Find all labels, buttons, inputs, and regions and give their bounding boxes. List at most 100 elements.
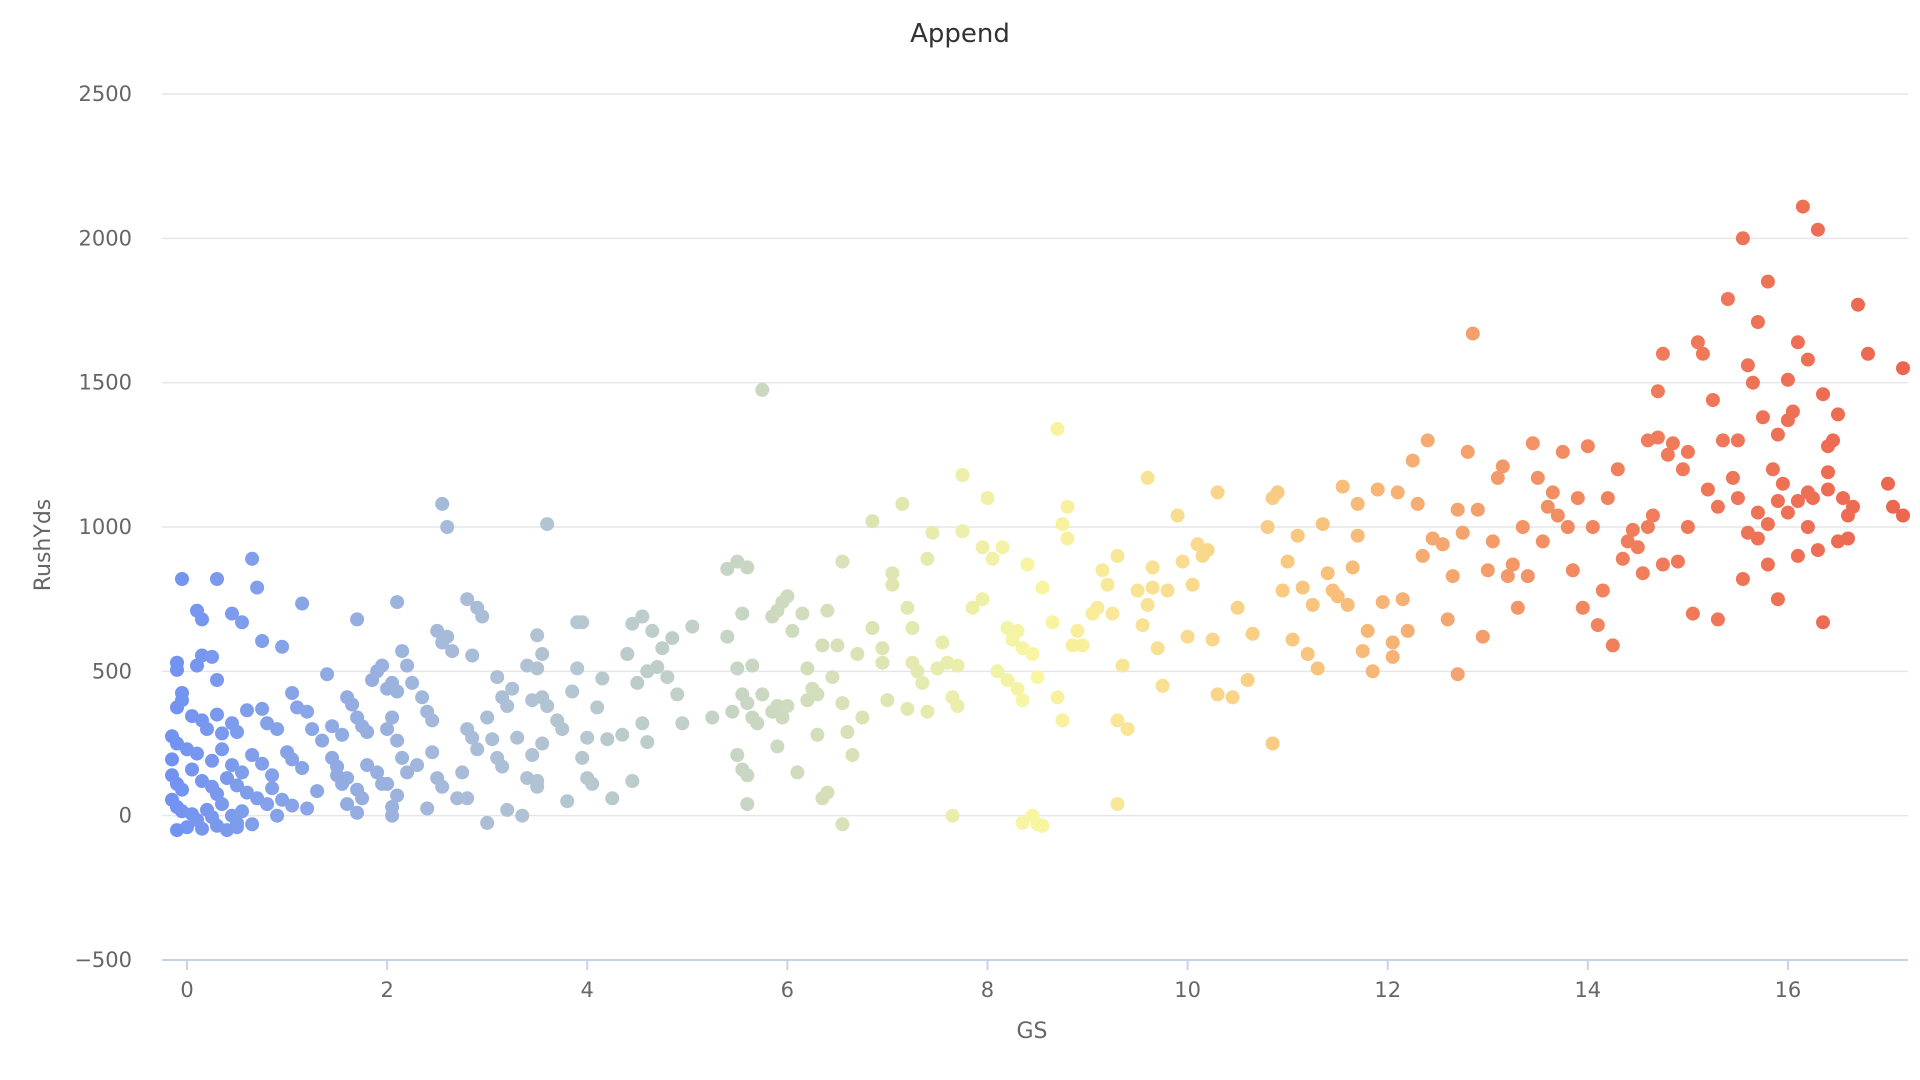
data-point[interactable] xyxy=(1350,496,1365,511)
data-point[interactable] xyxy=(950,658,965,673)
data-point[interactable] xyxy=(620,647,635,661)
data-point[interactable] xyxy=(1200,543,1215,558)
data-point[interactable] xyxy=(535,736,550,751)
data-point[interactable] xyxy=(1185,577,1200,592)
data-point[interactable] xyxy=(1725,470,1740,485)
data-point[interactable] xyxy=(1340,597,1355,612)
data-point[interactable] xyxy=(1405,453,1420,468)
data-point[interactable] xyxy=(825,670,840,685)
data-point[interactable] xyxy=(585,776,600,791)
data-point[interactable] xyxy=(1020,557,1035,572)
data-point[interactable] xyxy=(975,540,990,555)
data-point[interactable] xyxy=(205,753,219,768)
data-point[interactable] xyxy=(265,781,280,796)
data-point[interactable] xyxy=(820,785,835,800)
data-point[interactable] xyxy=(1505,557,1520,572)
data-point[interactable] xyxy=(465,648,480,663)
data-point[interactable] xyxy=(675,716,690,731)
data-point[interactable] xyxy=(1600,491,1615,506)
data-point[interactable] xyxy=(740,696,755,711)
data-point[interactable] xyxy=(275,639,290,654)
data-point[interactable] xyxy=(195,612,209,627)
data-point[interactable] xyxy=(1810,222,1825,237)
data-point[interactable] xyxy=(335,727,350,742)
data-point[interactable] xyxy=(660,670,675,685)
data-point[interactable] xyxy=(920,551,935,566)
data-point[interactable] xyxy=(1640,520,1655,534)
data-point[interactable] xyxy=(385,710,400,725)
data-point[interactable] xyxy=(1110,548,1125,563)
data-point[interactable] xyxy=(165,752,179,767)
data-point[interactable] xyxy=(1605,638,1620,653)
data-point[interactable] xyxy=(575,615,590,630)
data-point[interactable] xyxy=(900,600,915,615)
data-point[interactable] xyxy=(1881,476,1895,491)
data-point[interactable] xyxy=(1410,496,1425,511)
data-point[interactable] xyxy=(1225,690,1240,705)
data-point[interactable] xyxy=(1836,491,1850,506)
data-point[interactable] xyxy=(480,710,495,725)
data-point[interactable] xyxy=(1270,485,1285,500)
data-point[interactable] xyxy=(525,748,540,762)
data-point[interactable] xyxy=(1510,600,1525,615)
data-point[interactable] xyxy=(395,750,410,765)
data-point[interactable] xyxy=(855,710,870,725)
data-point[interactable] xyxy=(615,727,630,742)
data-point[interactable] xyxy=(1205,632,1220,647)
data-point[interactable] xyxy=(1760,557,1775,572)
data-point[interactable] xyxy=(500,802,515,817)
data-point[interactable] xyxy=(735,606,750,621)
data-point[interactable] xyxy=(210,673,224,687)
data-point[interactable] xyxy=(1655,557,1670,572)
data-point[interactable] xyxy=(190,658,204,673)
data-point[interactable] xyxy=(900,701,915,716)
data-point[interactable] xyxy=(1180,629,1195,644)
data-point[interactable] xyxy=(205,649,219,664)
data-point[interactable] xyxy=(1750,531,1765,546)
data-point[interactable] xyxy=(195,821,209,836)
data-point[interactable] xyxy=(390,684,405,699)
data-point[interactable] xyxy=(380,776,395,791)
data-point[interactable] xyxy=(1480,563,1495,578)
data-point[interactable] xyxy=(1740,358,1755,373)
data-point[interactable] xyxy=(400,658,415,673)
data-point[interactable] xyxy=(895,496,910,511)
data-point[interactable] xyxy=(1310,661,1325,676)
data-point[interactable] xyxy=(355,791,370,806)
data-point[interactable] xyxy=(795,606,810,621)
data-point[interactable] xyxy=(1540,499,1555,514)
data-point[interactable] xyxy=(955,524,970,539)
data-point[interactable] xyxy=(740,560,755,575)
data-point[interactable] xyxy=(625,774,640,788)
data-point[interactable] xyxy=(740,797,755,812)
data-point[interactable] xyxy=(875,641,890,656)
data-point[interactable] xyxy=(995,540,1010,555)
data-point[interactable] xyxy=(235,804,249,819)
data-point[interactable] xyxy=(310,784,325,799)
data-point[interactable] xyxy=(1050,690,1065,705)
data-point[interactable] xyxy=(1485,534,1500,549)
data-point[interactable] xyxy=(1745,375,1760,390)
data-point[interactable] xyxy=(1816,387,1830,402)
data-point[interactable] xyxy=(185,762,199,777)
data-point[interactable] xyxy=(480,815,495,830)
data-point[interactable] xyxy=(200,722,214,737)
data-point[interactable] xyxy=(580,730,595,745)
data-point[interactable] xyxy=(460,592,475,607)
data-point[interactable] xyxy=(1735,572,1750,586)
data-point[interactable] xyxy=(1335,479,1350,494)
data-point[interactable] xyxy=(1700,482,1715,497)
data-point[interactable] xyxy=(225,758,239,773)
data-point[interactable] xyxy=(340,797,355,812)
data-point[interactable] xyxy=(975,592,990,607)
data-point[interactable] xyxy=(1780,505,1795,520)
data-point[interactable] xyxy=(980,491,995,506)
data-point[interactable] xyxy=(845,748,860,762)
data-point[interactable] xyxy=(770,739,785,754)
data-point[interactable] xyxy=(730,748,745,762)
data-point[interactable] xyxy=(230,820,244,835)
data-point[interactable] xyxy=(605,791,620,806)
data-point[interactable] xyxy=(865,514,880,529)
data-point[interactable] xyxy=(1090,600,1105,615)
data-point[interactable] xyxy=(815,638,830,653)
